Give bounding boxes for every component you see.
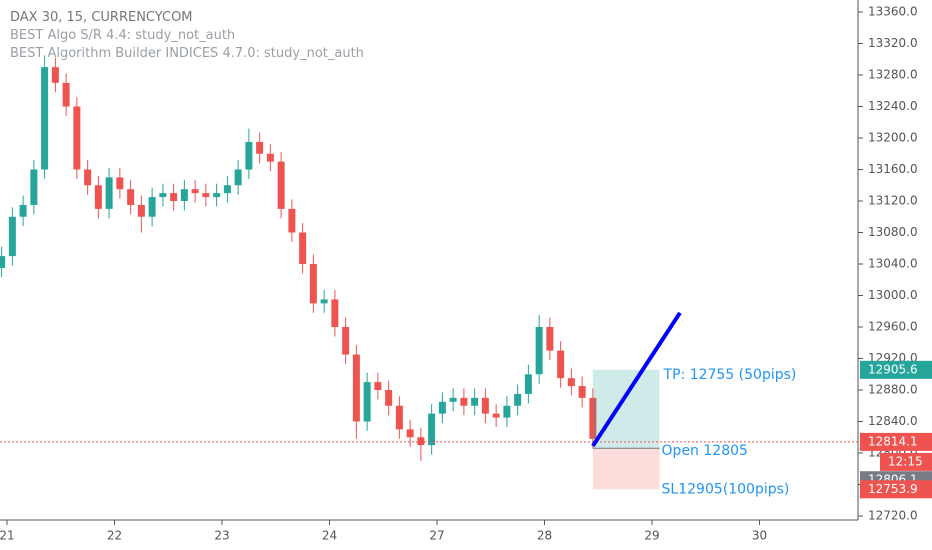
x-tick-label: 29 [644,529,659,543]
y-tick-label: 13160.0 [868,162,918,176]
candle-body [557,350,565,379]
candle-body [116,177,124,190]
candle-body [288,208,296,233]
y-tick-label: 12720.0 [868,509,918,523]
candle-body [546,327,554,351]
candle-body [589,397,597,439]
candle-body [8,216,16,257]
current-price-tag [860,432,932,451]
y-tick-label: 13000.0 [868,288,918,302]
stop-zone [592,448,660,490]
x-tick-label: 21 [0,529,15,543]
subtitle: BEST Algorithm Builder INDICES 4.7.0: st… [10,46,364,61]
candle-body [245,141,253,170]
candle-body [234,169,242,186]
candle-body [352,354,360,422]
y-tick-label: 13040.0 [868,257,918,271]
y-tick-label: 13360.0 [868,5,918,19]
candle-body [417,437,425,446]
candle-body [148,197,156,217]
candle-body [578,386,586,398]
candle-body [94,185,102,209]
candle-body [481,397,489,414]
candle-body [449,397,457,402]
stop-tag-label: 12753.9 [868,482,918,496]
candle-body [180,189,188,201]
candle-body [385,390,393,406]
candle-body [191,189,199,194]
candle-body [514,393,522,406]
x-tick-label: 28 [537,529,552,543]
stop-label: SL12905(100pips) [662,481,790,497]
candle-body [428,413,436,446]
candle-body [492,413,500,418]
candle-body [256,141,264,154]
y-tick-label: 13120.0 [868,194,918,208]
candle-body [567,378,575,387]
subtitle: BEST Algo S/R 4.4: study_not_auth [10,28,235,43]
countdown-tag [880,452,932,471]
plot [0,55,597,461]
candle-body [73,106,81,170]
candle-body [374,382,382,390]
candle-body [395,405,403,430]
current-price-tag-label: 12814.1 [868,434,918,448]
candle-body [524,374,532,394]
target-label: TP: 12755 (50pips) [663,367,797,383]
candle-body [535,327,543,375]
candle-body [170,193,178,201]
y-tick-label: 12880.0 [868,383,918,397]
candle-body [30,169,38,205]
candle-body [363,382,371,422]
candle-body [51,67,59,83]
stop-tag [860,480,932,499]
candle-body [309,264,317,304]
y-tick-label: 13280.0 [868,68,918,82]
countdown-label: 12:15 [888,454,923,468]
y-tick-label: 13240.0 [868,99,918,113]
y-tick-label: 13320.0 [868,36,918,50]
entry-label: Open 12805 [662,443,748,459]
candle-body [105,177,113,209]
candle-body [320,299,328,304]
candle-body [213,193,221,198]
candle-body [299,232,307,264]
candle-body [331,299,339,327]
x-tick-label: 27 [429,529,444,543]
x-tick-label: 23 [214,529,229,543]
trend-line [591,311,682,448]
target-tag [860,360,932,379]
x-tick-label: 30 [752,529,767,543]
candle-body [137,204,145,217]
candle-body [41,67,49,170]
chart-title: DAX 30, 15, CURRENCYCOM [10,10,193,25]
candle-body [342,327,350,355]
candle-body [471,397,479,406]
candle-body [277,161,285,209]
x-tick-label: 24 [322,529,337,543]
candle-body [438,401,446,414]
target-zone [592,369,660,449]
candle-body [223,185,231,194]
x-tick-label: 22 [107,529,122,543]
y-tick-label: 12960.0 [868,320,918,334]
candle-body [19,204,27,217]
candle-body [62,82,70,107]
candle-body [202,193,210,198]
candle-body [127,189,135,205]
candle-body [406,429,414,438]
candle-body [503,405,511,418]
target-tag-label: 12905.6 [868,362,918,376]
candle-body [460,397,468,406]
candle-body [159,193,167,198]
candle-body [266,153,274,162]
y-tick-label: 13200.0 [868,131,918,145]
candle-body [84,169,92,186]
y-tick-label: 13080.0 [868,225,918,239]
y-tick-label: 12840.0 [868,414,918,428]
candle-body [0,256,6,268]
